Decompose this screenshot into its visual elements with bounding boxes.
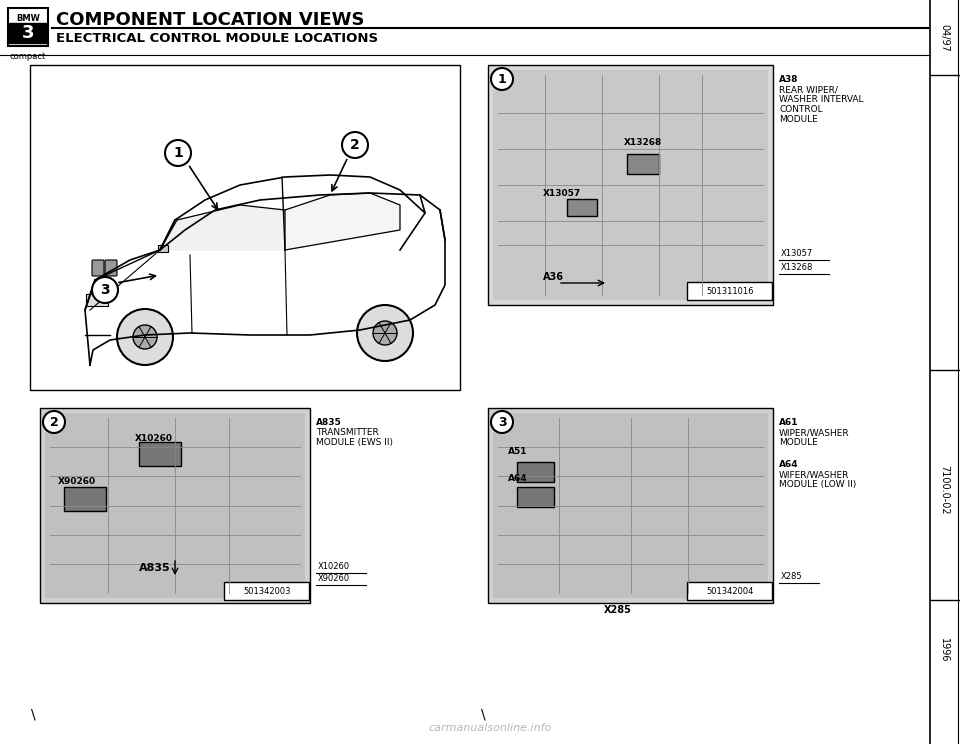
Text: A64: A64 [779, 460, 799, 469]
FancyBboxPatch shape [488, 408, 773, 603]
Text: X285: X285 [781, 572, 803, 581]
Text: X10260: X10260 [318, 562, 350, 571]
Text: MODULE: MODULE [779, 115, 818, 124]
Text: carmanualsonline.info: carmanualsonline.info [428, 723, 552, 733]
Text: 04/97: 04/97 [939, 24, 949, 52]
Text: A64: A64 [508, 474, 528, 483]
Text: COMPONENT LOCATION VIEWS: COMPONENT LOCATION VIEWS [56, 11, 365, 29]
Text: 1: 1 [497, 72, 506, 86]
Text: X13057: X13057 [543, 189, 581, 198]
Text: $\backslash$: $\backslash$ [480, 708, 487, 722]
Text: A835: A835 [139, 563, 171, 573]
FancyBboxPatch shape [488, 65, 773, 305]
FancyBboxPatch shape [158, 245, 168, 252]
Text: X285: X285 [604, 605, 632, 615]
Text: 7100.0-02: 7100.0-02 [939, 465, 949, 515]
FancyBboxPatch shape [9, 23, 47, 43]
Text: X13057: X13057 [781, 249, 813, 258]
Text: BMW: BMW [16, 13, 40, 22]
FancyBboxPatch shape [92, 260, 104, 276]
Text: TRANSMITTER: TRANSMITTER [316, 428, 379, 437]
FancyBboxPatch shape [687, 582, 772, 600]
Text: X10260: X10260 [135, 434, 173, 443]
Text: A38: A38 [779, 75, 799, 84]
FancyBboxPatch shape [493, 70, 768, 300]
Text: 2: 2 [50, 415, 59, 429]
Text: 3: 3 [100, 283, 109, 297]
FancyBboxPatch shape [64, 487, 106, 511]
Text: MODULE (LOW II): MODULE (LOW II) [779, 480, 856, 489]
Circle shape [342, 132, 368, 158]
FancyBboxPatch shape [105, 260, 117, 276]
Text: ELECTRICAL CONTROL MODULE LOCATIONS: ELECTRICAL CONTROL MODULE LOCATIONS [56, 31, 378, 45]
Text: 1996: 1996 [939, 638, 949, 662]
Text: X90260: X90260 [318, 574, 350, 583]
Text: 501311016: 501311016 [707, 286, 754, 295]
FancyBboxPatch shape [86, 294, 108, 306]
Text: 3: 3 [497, 415, 506, 429]
Text: 3: 3 [22, 24, 35, 42]
FancyBboxPatch shape [30, 65, 460, 390]
FancyBboxPatch shape [139, 442, 181, 466]
Text: A36: A36 [543, 272, 564, 282]
FancyBboxPatch shape [45, 413, 305, 598]
Circle shape [117, 309, 173, 365]
Text: CONTROL: CONTROL [779, 105, 823, 114]
FancyBboxPatch shape [687, 282, 772, 300]
Text: 501342003: 501342003 [243, 586, 291, 595]
Text: $\backslash$: $\backslash$ [30, 708, 36, 722]
Circle shape [491, 411, 513, 433]
Text: compact: compact [10, 52, 46, 61]
Circle shape [373, 321, 397, 345]
Text: WIFER/WASHER: WIFER/WASHER [779, 470, 850, 479]
FancyBboxPatch shape [224, 582, 309, 600]
FancyBboxPatch shape [517, 462, 554, 482]
FancyBboxPatch shape [8, 8, 48, 46]
Text: 1: 1 [173, 146, 182, 160]
Text: 501342004: 501342004 [707, 586, 754, 595]
Text: MODULE: MODULE [779, 438, 818, 447]
Polygon shape [285, 193, 400, 250]
FancyBboxPatch shape [517, 487, 554, 507]
Circle shape [491, 68, 513, 90]
Polygon shape [160, 205, 285, 250]
Circle shape [43, 411, 65, 433]
Circle shape [165, 140, 191, 166]
FancyBboxPatch shape [567, 199, 597, 216]
Text: WIPER/WASHER: WIPER/WASHER [779, 428, 850, 437]
Circle shape [92, 277, 118, 303]
Text: A61: A61 [779, 418, 799, 427]
Text: X90260: X90260 [58, 477, 96, 486]
Circle shape [133, 325, 157, 349]
Text: X13268: X13268 [781, 263, 813, 272]
FancyBboxPatch shape [493, 413, 768, 598]
Text: 2: 2 [350, 138, 360, 152]
Text: WASHER INTERVAL: WASHER INTERVAL [779, 95, 863, 104]
Text: A51: A51 [508, 447, 527, 456]
Text: REAR WIPER/: REAR WIPER/ [779, 85, 838, 94]
Circle shape [357, 305, 413, 361]
Text: X13268: X13268 [624, 138, 662, 147]
Text: A835: A835 [316, 418, 342, 427]
Text: MODULE (EWS II): MODULE (EWS II) [316, 438, 393, 447]
FancyBboxPatch shape [627, 154, 659, 174]
FancyBboxPatch shape [40, 408, 310, 603]
